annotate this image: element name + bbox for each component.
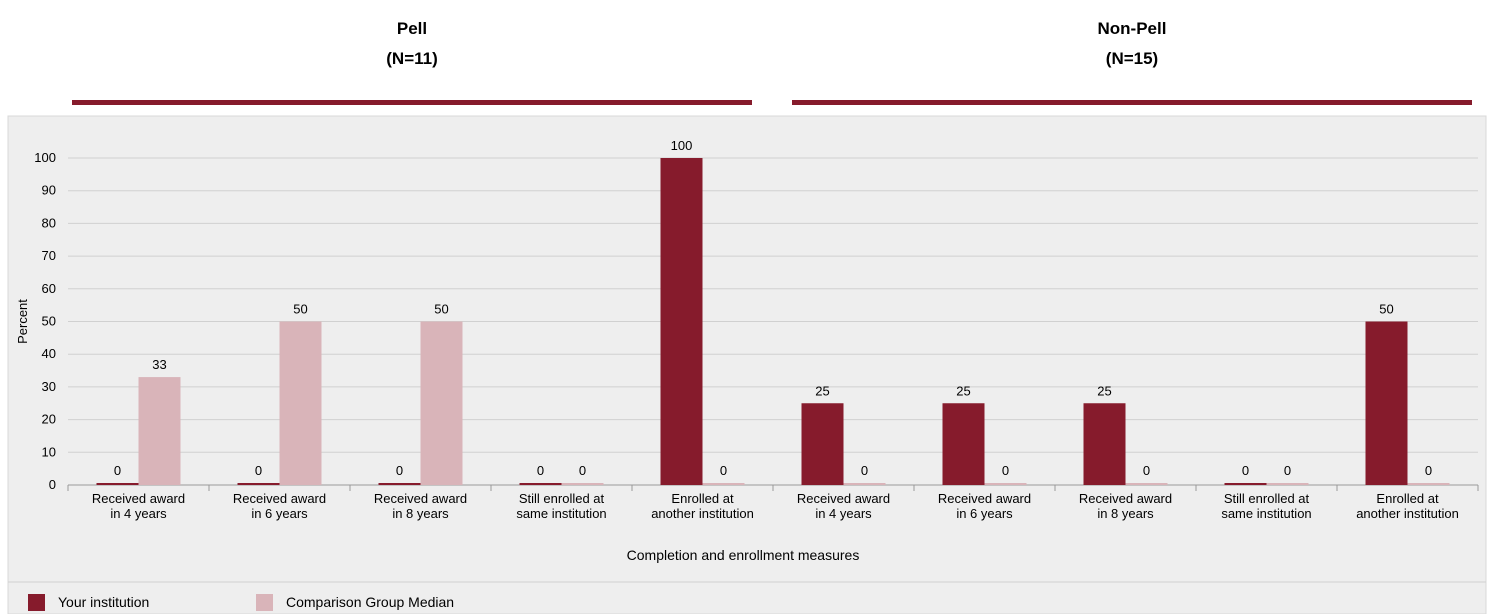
group-header-pell: Pell (N=11) (72, 14, 752, 74)
x-tick-label: in 6 years (251, 506, 308, 521)
bar-your-institution (96, 483, 139, 485)
x-tick-label: another institution (1356, 506, 1459, 521)
x-tick-label: Still enrolled at (1224, 491, 1310, 506)
plot-background (7, 115, 1487, 614)
data-label: 25 (1097, 383, 1111, 398)
x-tick-label: in 6 years (956, 506, 1013, 521)
bar-comparison-median (984, 483, 1027, 485)
group-title-non-pell: Non-Pell (1097, 19, 1167, 38)
data-label: 0 (396, 463, 403, 478)
y-tick-label: 80 (42, 215, 56, 230)
bar-comparison-median (1125, 483, 1168, 485)
bar-comparison-median (561, 483, 604, 485)
group-rule-pell (72, 100, 752, 105)
legend-label-your-institution: Your institution (58, 594, 150, 610)
bar-comparison-median (702, 483, 745, 485)
group-header-non-pell: Non-Pell (N=15) (792, 14, 1472, 74)
bar-comparison-median (420, 321, 463, 485)
y-axis-label: Percent (15, 299, 30, 344)
group-subtitle-non-pell: (N=15) (1105, 49, 1159, 68)
bar-comparison-median (279, 321, 322, 485)
data-label: 0 (1425, 463, 1432, 478)
y-tick-label: 40 (42, 346, 56, 361)
bar-your-institution (801, 403, 844, 485)
chart-legend: Your institution Comparison Group Median (8, 588, 1486, 614)
x-tick-label: another institution (651, 506, 754, 521)
data-label: 25 (815, 383, 829, 398)
y-tick-label: 50 (42, 314, 56, 329)
data-label: 0 (1242, 463, 1249, 478)
group-subtitle-pell: (N=11) (386, 49, 438, 68)
group-rule-non-pell (792, 100, 1472, 105)
y-tick-label: 90 (42, 183, 56, 198)
data-label: 0 (720, 463, 727, 478)
y-tick-label: 0 (49, 477, 56, 492)
x-tick-label: Enrolled at (671, 491, 734, 506)
legend-label-comparison-median: Comparison Group Median (286, 594, 455, 610)
data-label: 0 (861, 463, 868, 478)
x-tick-label: in 4 years (110, 506, 167, 521)
y-tick-label: 60 (42, 281, 56, 296)
bar-comparison-median (843, 483, 886, 485)
data-label: 25 (956, 383, 970, 398)
y-tick-label: 30 (42, 379, 56, 394)
bar-your-institution (942, 403, 985, 485)
data-label: 0 (1002, 463, 1009, 478)
data-label: 0 (579, 463, 586, 478)
bar-your-institution (237, 483, 280, 485)
x-tick-label: same institution (516, 506, 606, 521)
bar-comparison-median (1266, 483, 1309, 485)
x-tick-label: Received award (374, 491, 467, 506)
x-tick-label: Received award (233, 491, 326, 506)
y-tick-label: 10 (42, 444, 56, 459)
x-tick-label: in 8 years (1097, 506, 1154, 521)
data-label: 50 (1379, 302, 1393, 317)
bar-comparison-median (138, 377, 181, 485)
x-axis-label: Completion and enrollment measures (627, 547, 860, 563)
data-label: 50 (434, 302, 448, 317)
y-tick-label: 100 (34, 150, 56, 165)
x-tick-label: Enrolled at (1376, 491, 1439, 506)
x-tick-label: in 8 years (392, 506, 449, 521)
data-label: 0 (1143, 463, 1150, 478)
data-label: 0 (1284, 463, 1291, 478)
legend-swatch-comparison-median (256, 594, 273, 611)
y-tick-label: 20 (42, 412, 56, 427)
bar-your-institution (1365, 321, 1408, 485)
bar-your-institution (660, 158, 703, 485)
bar-your-institution (1224, 483, 1267, 485)
x-tick-label: Received award (797, 491, 890, 506)
x-tick-label: Received award (1079, 491, 1172, 506)
data-label: 0 (255, 463, 262, 478)
x-tick-label: Received award (92, 491, 185, 506)
data-label: 50 (293, 302, 307, 317)
data-label: 0 (537, 463, 544, 478)
group-title-pell: Pell (396, 19, 428, 38)
data-label: 33 (152, 357, 166, 372)
x-tick-label: Received award (938, 491, 1031, 506)
x-tick-label: in 4 years (815, 506, 872, 521)
bar-your-institution (1083, 403, 1126, 485)
y-tick-label: 70 (42, 248, 56, 263)
x-tick-label: Still enrolled at (519, 491, 605, 506)
bar-your-institution (378, 483, 421, 485)
legend-swatch-your-institution (28, 594, 45, 611)
bar-your-institution (519, 483, 562, 485)
data-label: 0 (114, 463, 121, 478)
bar-comparison-median (1407, 483, 1450, 485)
data-label: 100 (671, 138, 693, 153)
x-tick-label: same institution (1221, 506, 1311, 521)
